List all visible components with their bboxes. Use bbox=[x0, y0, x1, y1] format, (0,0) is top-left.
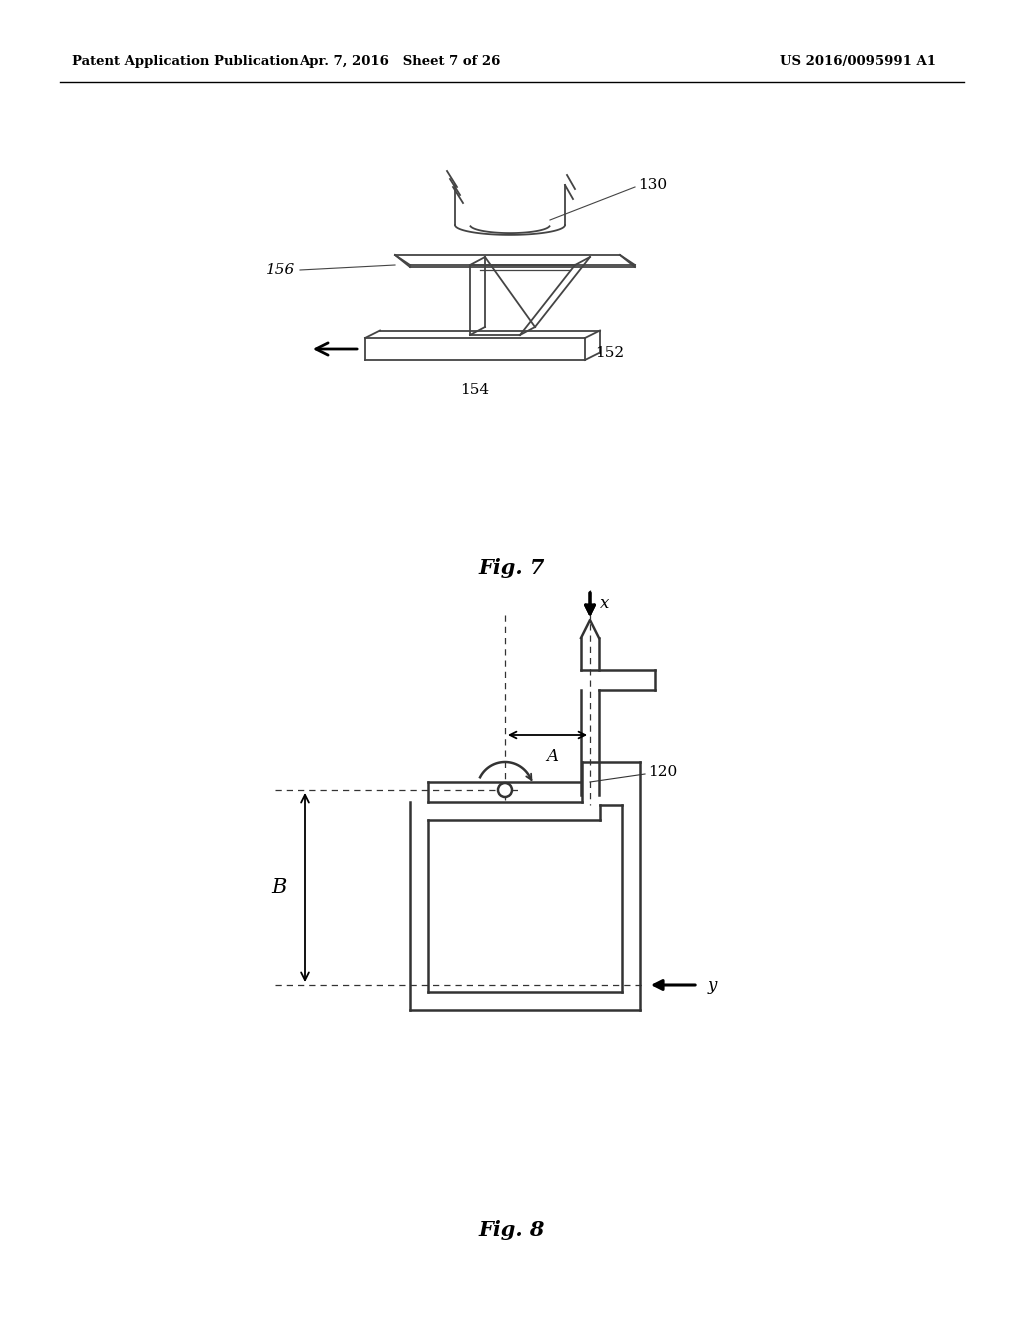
Text: Fig. 7: Fig. 7 bbox=[479, 558, 545, 578]
Text: US 2016/0095991 A1: US 2016/0095991 A1 bbox=[780, 55, 936, 69]
Text: 120: 120 bbox=[648, 766, 677, 779]
Text: Patent Application Publication: Patent Application Publication bbox=[72, 55, 299, 69]
Text: Fig. 8: Fig. 8 bbox=[479, 1220, 545, 1239]
Text: Apr. 7, 2016   Sheet 7 of 26: Apr. 7, 2016 Sheet 7 of 26 bbox=[299, 55, 501, 69]
Text: 156: 156 bbox=[266, 263, 295, 277]
Text: 152: 152 bbox=[595, 346, 624, 360]
Text: A: A bbox=[547, 748, 558, 766]
Text: 154: 154 bbox=[461, 383, 489, 397]
Circle shape bbox=[498, 783, 512, 797]
Text: 130: 130 bbox=[638, 178, 667, 191]
Text: x: x bbox=[600, 595, 609, 612]
Text: B: B bbox=[271, 878, 287, 898]
Text: y: y bbox=[708, 977, 718, 994]
